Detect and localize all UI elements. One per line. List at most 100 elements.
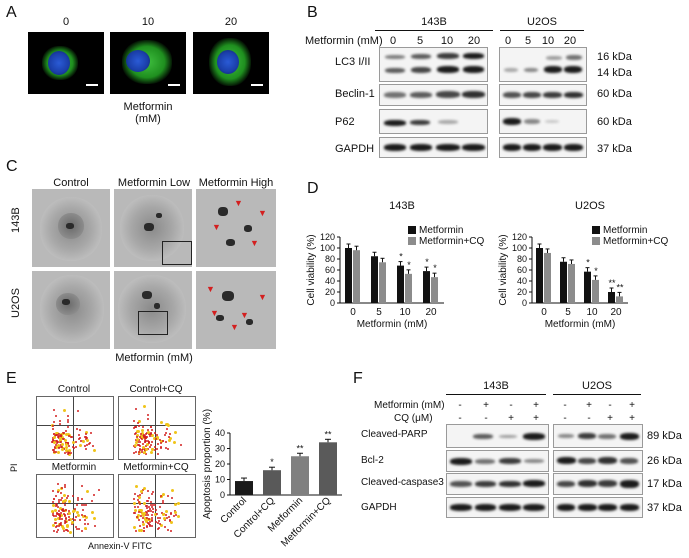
bar (263, 470, 281, 495)
flow-event-dot (67, 442, 70, 445)
flow-event-dot (142, 530, 145, 533)
bar (568, 263, 575, 303)
flow-event-dot (84, 503, 87, 506)
flow-event-dot (170, 513, 173, 516)
flow-event-dot (76, 428, 79, 431)
flow-event-dot (54, 433, 57, 436)
flow-event-dot (57, 441, 60, 444)
flow-event-dot (75, 446, 78, 449)
flow-event-dot (150, 509, 153, 512)
flow-event-dot (66, 524, 70, 528)
chart-title: U2OS (575, 200, 605, 212)
flow-cytometry-plot (36, 396, 114, 460)
legend-label: Metformin+CQ (603, 236, 669, 247)
flow-event-dot (168, 432, 171, 435)
flow-event-dot (138, 419, 142, 423)
flow-event-dot (68, 519, 71, 522)
flow-event-dot (62, 529, 65, 532)
flow-event-dot (138, 452, 141, 455)
flow-event-dot (154, 520, 157, 523)
flow-event-dot (65, 520, 69, 524)
condition-sign: + (533, 413, 539, 424)
flow-event-dot (68, 452, 72, 456)
flow-event-dot (164, 518, 167, 521)
y-tick-label: 80 (325, 254, 335, 264)
flow-event-dot (142, 502, 146, 506)
flow-event-dot (133, 451, 136, 454)
flow-event-dot (165, 423, 169, 427)
flow-event-dot (176, 515, 180, 519)
flow-cytometry-plot (118, 396, 196, 460)
western-blot-cleaved-parp-143b (446, 424, 549, 448)
x-axis-title: Metformin (mM) (545, 319, 616, 330)
flow-event-dot (141, 492, 144, 495)
flow-event-dot (55, 513, 58, 516)
flow-event-dot (62, 513, 65, 516)
flow-event-dot (57, 434, 60, 437)
flow-event-dot (68, 451, 71, 454)
condition-sign: + (607, 413, 613, 424)
row-label: 143B (10, 207, 22, 233)
flow-event-dot (145, 437, 148, 440)
flow-event-dot (61, 497, 64, 500)
flow-event-dot (152, 436, 156, 440)
flow-event-dot (63, 509, 67, 513)
flow-event-dot (58, 446, 61, 449)
flow-event-dot (179, 443, 182, 446)
flow-event-dot (63, 503, 66, 506)
flow-event-dot (58, 518, 61, 521)
flow-event-dot (139, 437, 142, 440)
flow-event-dot (57, 498, 60, 501)
condition-sign: - (509, 400, 513, 411)
flow-event-dot (137, 510, 140, 513)
flow-event-dot (141, 426, 144, 429)
flow-event-dot (159, 524, 163, 528)
flow-event-dot (75, 516, 78, 519)
flow-event-dot (81, 508, 84, 511)
y-axis-label: PI (9, 463, 19, 472)
flow-event-dot (150, 450, 154, 454)
flow-event-dot (53, 522, 56, 525)
western-blot-cleaved-caspase3-u2os (553, 473, 643, 495)
flow-event-dot (140, 511, 144, 515)
flow-event-dot (61, 526, 65, 530)
flow-event-dot (151, 511, 154, 514)
flow-event-dot (139, 448, 141, 451)
fluorescence-image (28, 32, 104, 94)
flow-event-dot (156, 517, 159, 520)
flow-event-dot (58, 432, 61, 435)
flow-event-dot (146, 500, 149, 503)
flow-event-dot (144, 445, 147, 448)
flow-event-dot (59, 506, 63, 510)
western-blot-gapdh-u2os (553, 497, 643, 518)
flow-event-dot (51, 501, 54, 504)
kda-label: 14 kDa (597, 67, 632, 79)
flow-event-dot (133, 427, 136, 430)
flow-event-dot (174, 503, 178, 507)
flow-event-dot (85, 436, 88, 439)
flow-event-dot (140, 451, 143, 454)
flow-event-dot (145, 511, 148, 514)
condition-sign: + (508, 413, 514, 424)
condition-label: CQ (μM) (394, 413, 433, 424)
flow-event-dot (52, 427, 55, 430)
flow-event-dot (52, 514, 55, 517)
flow-event-dot (137, 506, 140, 509)
significance-label: ** (608, 278, 616, 288)
flow-event-dot (58, 436, 62, 440)
bar (379, 262, 386, 303)
flow-event-dot (57, 501, 60, 504)
flow-event-dot (56, 450, 60, 454)
western-blot-p62-u2os (499, 109, 587, 134)
flow-event-dot (86, 489, 90, 493)
bar (405, 273, 412, 303)
flow-event-dot (79, 440, 82, 443)
flow-event-dot (57, 528, 60, 531)
significance-label: * (407, 260, 411, 270)
flow-event-dot (153, 446, 156, 449)
flow-event-dot (142, 523, 146, 527)
x-tick-label: Metformin+CQ (279, 495, 333, 549)
flow-event-dot (176, 501, 180, 505)
electron-micrograph (114, 189, 192, 267)
flow-event-dot (54, 502, 57, 505)
